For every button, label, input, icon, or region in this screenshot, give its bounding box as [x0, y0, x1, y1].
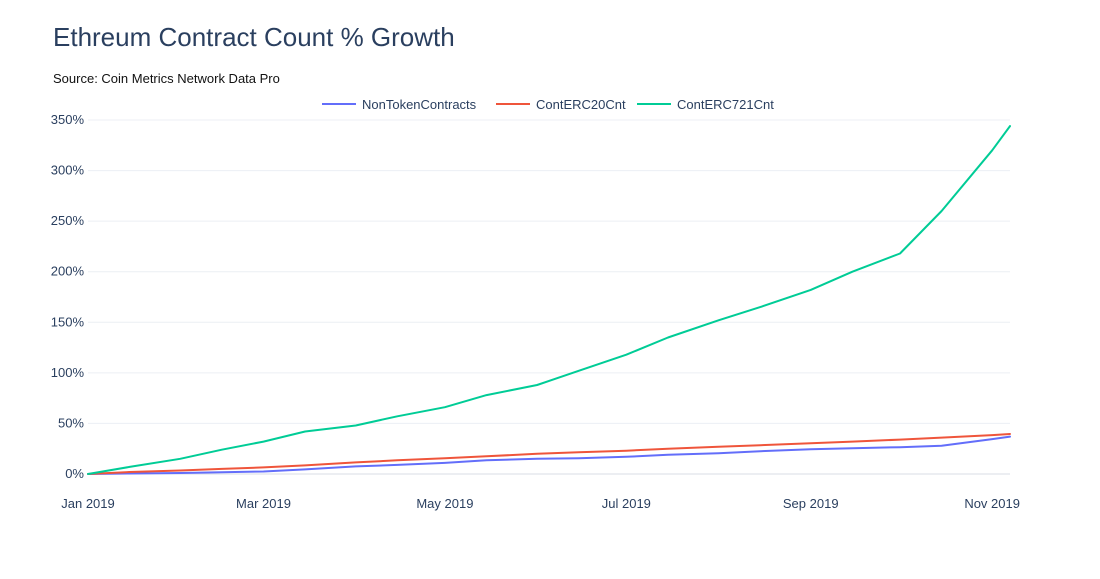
series-layer — [87, 125, 1011, 475]
x-tick-label: Jan 2019 — [61, 496, 115, 511]
y-tick-label: 150% — [51, 314, 85, 329]
x-tick-label: Mar 2019 — [236, 496, 291, 511]
y-tick-label: 100% — [51, 365, 85, 380]
axis-layer: 0% 50% 100% 150% 200% 250% 300% 350% Jan 2019 Mar… — [51, 112, 1020, 511]
series-line-conterc721cnt — [87, 125, 1011, 475]
y-tick-label: 50% — [58, 415, 84, 430]
series-line-nontokencontracts — [87, 435, 1011, 475]
chart-title: Ethreum Contract Count % Growth — [53, 22, 455, 52]
y-tick-label: 300% — [51, 163, 85, 178]
y-tick-label: 350% — [51, 112, 85, 127]
x-tick-label: Nov 2019 — [964, 496, 1020, 511]
y-tick-label: 200% — [51, 264, 85, 279]
x-tick-label: May 2019 — [416, 496, 473, 511]
grid-layer — [88, 119, 1010, 475]
legend-label: ContERC20Cnt — [536, 97, 626, 112]
x-tick-label: Jul 2019 — [602, 496, 651, 511]
chart-subtitle: Source: Coin Metrics Network Data Pro — [53, 71, 280, 86]
y-tick-label: 0% — [65, 466, 84, 481]
x-tick-label: Sep 2019 — [783, 496, 839, 511]
legend-label: ContERC721Cnt — [677, 97, 774, 112]
y-tick-label: 250% — [51, 213, 85, 228]
series-line-conterc20cnt — [87, 433, 1011, 475]
legend-label: NonTokenContracts — [362, 97, 477, 112]
legend: NonTokenContracts ContERC20Cnt ContERC721C… — [322, 97, 774, 112]
